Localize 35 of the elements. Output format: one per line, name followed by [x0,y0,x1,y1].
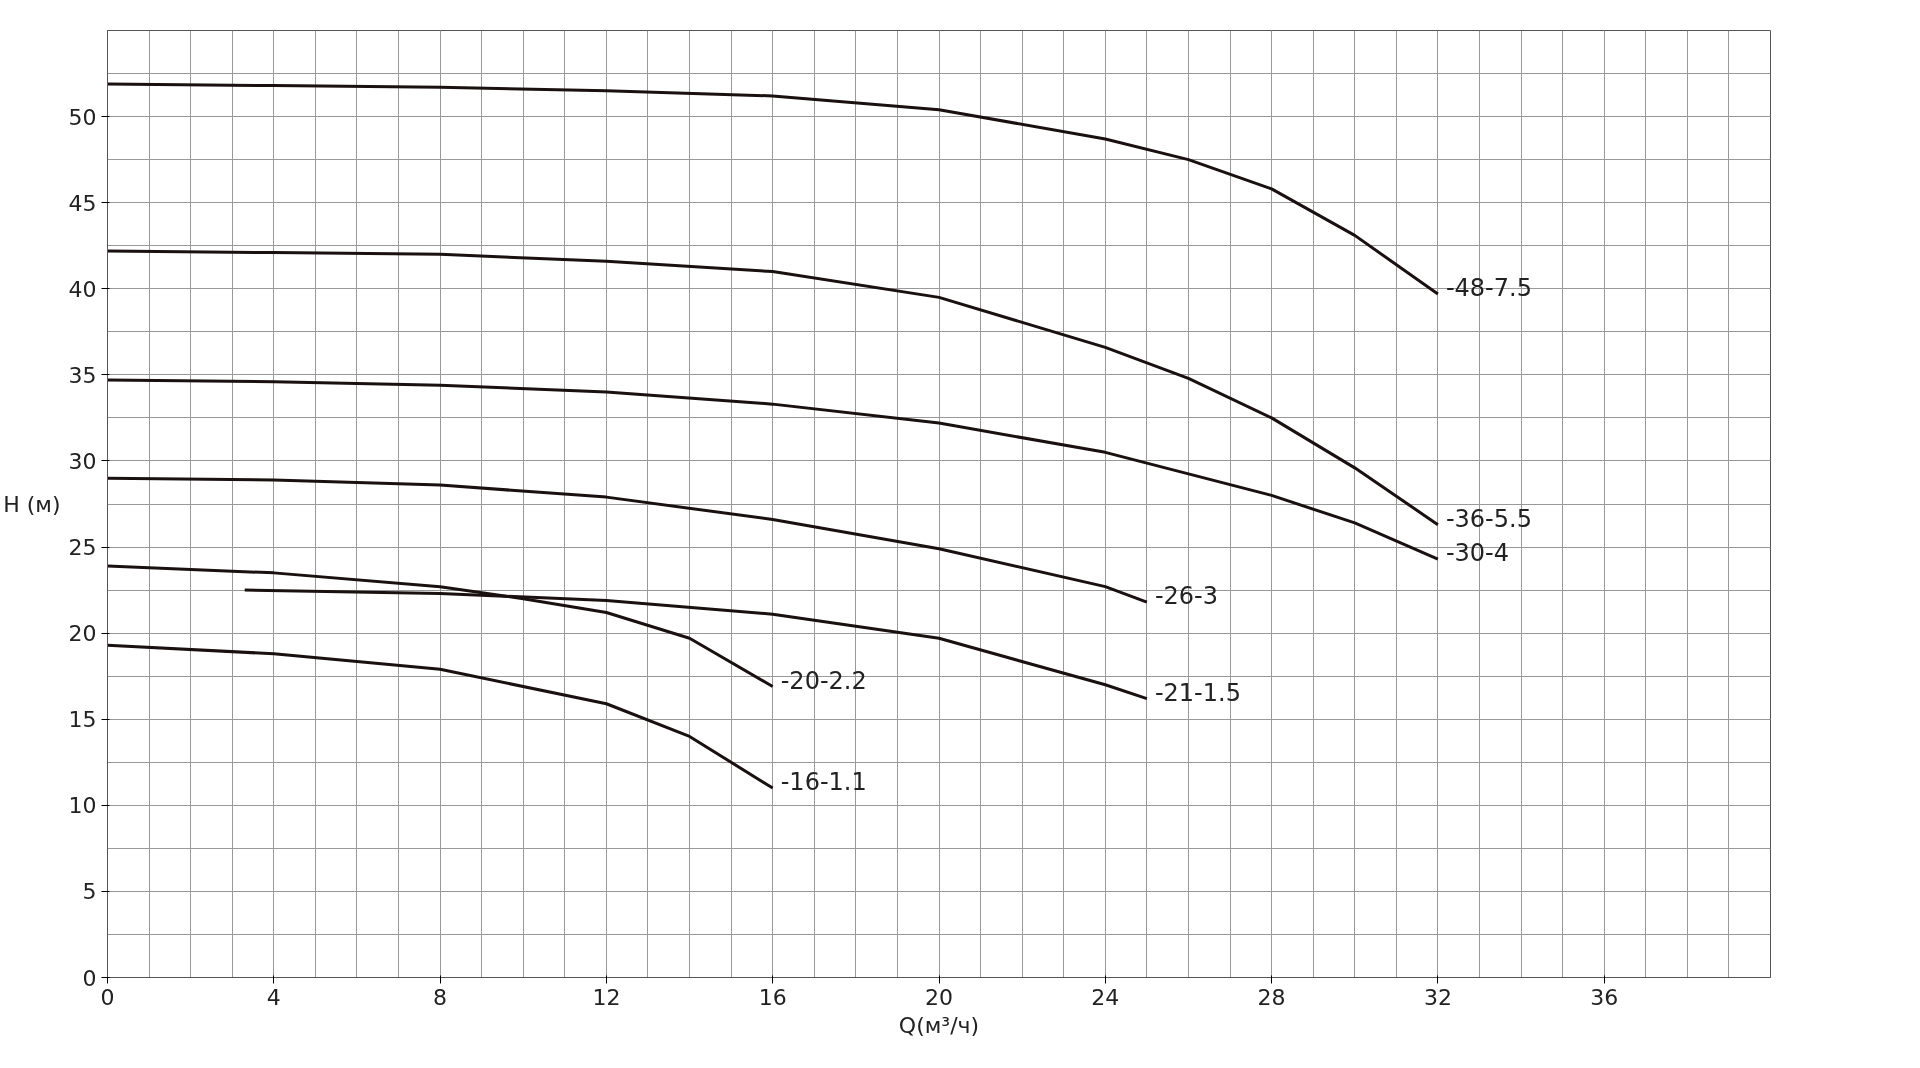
line-series [107,249,1440,527]
series-label: -48-7.5 [1445,273,1532,302]
line-series [107,643,775,790]
x-tick-label: 32 [1423,984,1452,1010]
series-label: -16-1.1 [780,768,867,797]
x-tick-label: 4 [266,984,281,1010]
series-label: -21-1.5 [1154,678,1241,707]
y-tick-label: 10 [68,793,97,819]
y-tick-label: 20 [68,621,97,647]
y-tick-label: 40 [68,276,97,302]
y-tick-label: 0 [82,965,97,991]
y-tick-label: 25 [68,535,97,561]
line-series [107,476,1149,604]
x-axis-title: Q(м³/ч) [898,1012,980,1038]
x-tick-label: 8 [433,984,448,1010]
x-tick-label: 0 [100,984,115,1010]
y-tick-label: 5 [82,879,97,905]
y-tick-label: 30 [68,448,97,474]
line-series [107,378,1440,561]
x-tick-label: 24 [1091,984,1120,1010]
x-tick-label: 36 [1590,984,1619,1010]
x-tick-label: 28 [1257,984,1286,1010]
series-label: -20-2.2 [780,666,867,695]
y-tick-label: 50 [68,104,97,130]
x-tick-label: 16 [758,984,787,1010]
line-series [107,82,1440,296]
series-label: -36-5.5 [1445,504,1532,533]
series-label: -30-4 [1445,539,1510,568]
series-label: -26-3 [1154,582,1219,611]
y-tick-label: 15 [68,707,97,733]
x-tick-label: 20 [925,984,953,1010]
x-tick-label: 12 [592,984,621,1010]
y-tick-label: 45 [68,190,97,216]
y-tick-label: 35 [68,362,97,388]
y-axis-title: H (м) [3,491,61,517]
